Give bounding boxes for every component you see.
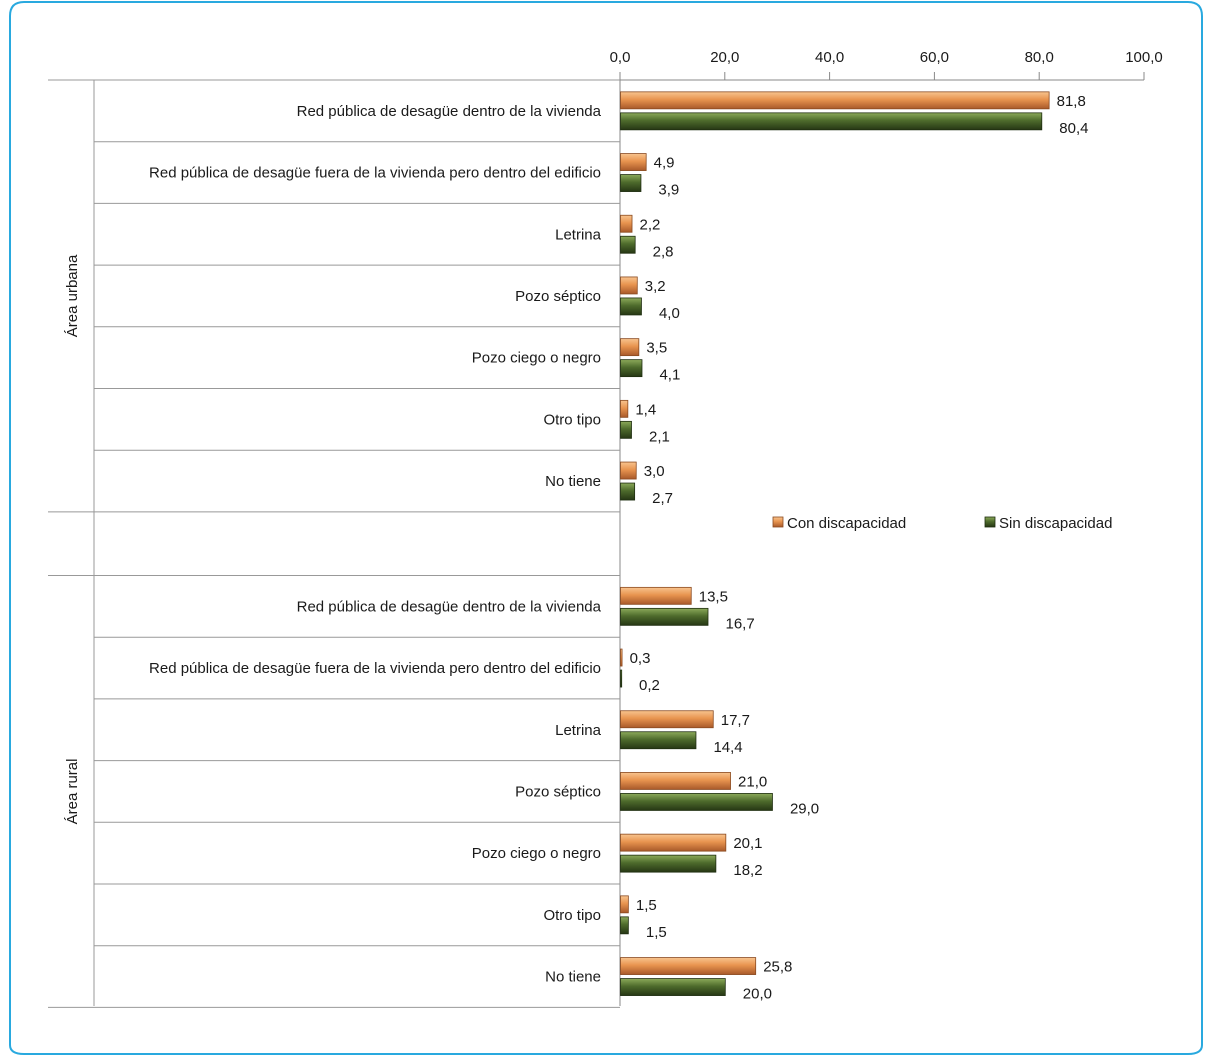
- data-label: 0,3: [630, 650, 651, 667]
- data-label: 21,0: [738, 773, 767, 790]
- data-label: 4,0: [659, 305, 680, 322]
- category-label: Otro tipo: [543, 907, 601, 924]
- data-label: 18,2: [733, 862, 762, 879]
- frame-edge-4: [9, 1, 25, 17]
- data-label: 3,2: [645, 278, 666, 295]
- bar-sin-discapacidad: [620, 297, 642, 316]
- bar-con-discapacidad: [620, 399, 629, 418]
- data-label: 2,7: [652, 490, 673, 507]
- legend-swatch-con-discapacidad: [772, 516, 784, 528]
- category-label: Pozo séptico: [515, 288, 601, 305]
- bar-con-discapacidad: [620, 586, 692, 605]
- plot-area: Área urbana Red pública de desagüe dentro…: [64, 91, 1088, 1003]
- bar-con-discapacidad: [620, 153, 647, 171]
- bar-sin-discapacidad: [620, 607, 709, 626]
- bar-sin-discapacidad: [620, 420, 632, 439]
- data-label: 1,4: [635, 401, 656, 418]
- bar-sin-discapacidad: [620, 482, 636, 501]
- data-label: 25,8: [763, 959, 792, 976]
- data-label: 0,2: [639, 677, 660, 694]
- legend-swatch-sin-discapacidad: [984, 516, 996, 528]
- category-label: Red pública de desagüe fuera de la vivie…: [149, 660, 601, 677]
- data-label: 14,4: [713, 739, 742, 756]
- bar-con-discapacidad: [620, 276, 638, 295]
- category-label: Otro tipo: [543, 411, 601, 428]
- group-0: Área urbana Red pública de desagüe dentro…: [64, 91, 1088, 507]
- bar-con-discapacidad: [620, 648, 623, 667]
- bar-sin-discapacidad: [620, 235, 636, 254]
- data-label: 80,4: [1059, 120, 1088, 137]
- data-label: 3,0: [644, 463, 665, 480]
- x-tick-label: 20,0: [710, 49, 739, 66]
- data-label: 1,5: [636, 897, 657, 914]
- group-1: Área rural Red pública de desagüe dentro …: [64, 586, 819, 1003]
- bar-sin-discapacidad: [620, 916, 629, 935]
- chart-frame: [9, 1, 1203, 1055]
- x-tick-label: 60,0: [920, 49, 949, 66]
- category-label: Letrina: [555, 226, 602, 243]
- category-label: Red pública de desagüe fuera de la vivie…: [149, 165, 601, 182]
- bar-con-discapacidad: [620, 214, 633, 233]
- data-label: 4,1: [659, 367, 680, 384]
- data-label: 1,5: [646, 924, 667, 941]
- data-label: 17,7: [721, 712, 750, 729]
- category-label: Pozo séptico: [515, 783, 601, 800]
- category-label: Red pública de desagüe dentro de la vivi…: [297, 598, 602, 615]
- bar-con-discapacidad: [620, 338, 640, 357]
- bar-con-discapacidad: [620, 772, 731, 790]
- data-label: 20,0: [743, 986, 772, 1003]
- data-label: 13,5: [699, 588, 728, 605]
- data-label: 2,8: [653, 243, 674, 260]
- bar-sin-discapacidad: [620, 359, 643, 378]
- data-label: 81,8: [1057, 93, 1086, 110]
- bar-sin-discapacidad: [620, 112, 1043, 131]
- legend-label-con-discapacidad: Con discapacidad: [787, 515, 906, 532]
- category-label: No tiene: [545, 473, 601, 490]
- group-label: Área urbana: [64, 254, 81, 337]
- bar-con-discapacidad: [620, 895, 629, 914]
- bar-sin-discapacidad: [620, 854, 717, 873]
- bar-sin-discapacidad: [620, 978, 726, 996]
- bar-sin-discapacidad: [620, 669, 623, 688]
- bar-sin-discapacidad: [620, 174, 642, 192]
- frame-edge-6: [9, 1044, 25, 1055]
- data-label: 16,7: [726, 615, 755, 632]
- x-tick-label: 80,0: [1025, 49, 1054, 66]
- bar-con-discapacidad: [620, 461, 637, 480]
- frame-edge-5: [1187, 1, 1203, 17]
- chart-axes: 0,0 20,0 40,0 60,0 80,0 100,0: [48, 49, 1163, 1008]
- category-label: No tiene: [545, 969, 601, 986]
- data-label: 29,0: [790, 800, 819, 817]
- x-tick-label: 0,0: [610, 49, 631, 66]
- bar-con-discapacidad: [620, 957, 757, 975]
- data-label: 2,2: [640, 216, 661, 233]
- data-label: 20,1: [733, 835, 762, 852]
- frame-edge-7: [1187, 1044, 1203, 1055]
- data-label: 3,9: [658, 182, 679, 199]
- category-label: Pozo ciego o negro: [472, 350, 601, 367]
- group-label: Área rural: [64, 759, 81, 825]
- category-label: Pozo ciego o negro: [472, 845, 601, 862]
- bar-sin-discapacidad: [620, 731, 697, 750]
- legend: Con discapacidad Sin discapacidad: [772, 515, 1112, 532]
- data-label: 2,1: [649, 428, 670, 445]
- legend-label-sin-discapacidad: Sin discapacidad: [999, 515, 1112, 532]
- data-label: 4,9: [654, 155, 675, 172]
- category-label: Letrina: [555, 722, 602, 739]
- bar-sin-discapacidad: [620, 793, 773, 811]
- category-label: Red pública de desagüe dentro de la vivi…: [297, 103, 602, 120]
- bar-con-discapacidad: [620, 833, 727, 852]
- x-tick-label: 40,0: [815, 49, 844, 66]
- bar-con-discapacidad: [620, 91, 1050, 110]
- data-label: 3,5: [646, 340, 667, 357]
- bar-con-discapacidad: [620, 710, 714, 729]
- x-tick-label: 100,0: [1125, 49, 1163, 66]
